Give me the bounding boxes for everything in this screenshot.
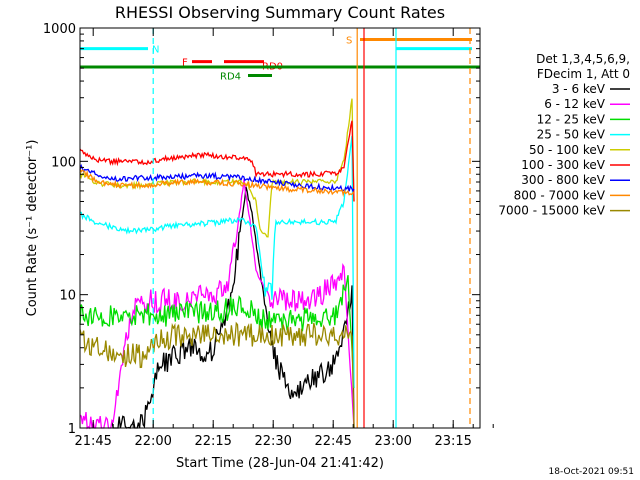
legend-header-line-2: FDecim 1, Att 0 bbox=[537, 67, 630, 81]
legend-label-3-6-kev: 3 - 6 keV bbox=[552, 82, 606, 96]
x-tick-label-23-15: 23:15 bbox=[434, 434, 471, 449]
footer-timestamp: 18-Oct-2021 09:51 bbox=[549, 467, 634, 477]
legend-label-25-50-kev: 25 - 50 keV bbox=[537, 128, 606, 142]
series-line-300-800-kev bbox=[79, 163, 355, 193]
series-line-800-7000-kev bbox=[79, 168, 354, 198]
flags-layer: NFRD0RD4S bbox=[80, 35, 480, 83]
series-line-6-12-kev bbox=[79, 179, 355, 430]
legend-label-6-12-kev: 6 - 12 keV bbox=[544, 97, 606, 111]
series-line-12-25-kev bbox=[79, 275, 355, 388]
legend-label-800-7000-kev: 800 - 7000 keV bbox=[514, 188, 606, 202]
legend-label-7000-15000-kev: 7000 - 15000 keV bbox=[498, 204, 605, 218]
flag-label-n: N bbox=[152, 45, 159, 56]
legend-label-50-100-kev: 50 - 100 keV bbox=[529, 143, 606, 157]
ticks-layer: 21:45 22:00 22:15 22:30 22:45 23:00 23:15 1 10 10… bbox=[43, 22, 494, 449]
y-tick-label-10: 10 bbox=[59, 289, 76, 304]
x-tick-label-21-45: 21:45 bbox=[74, 434, 111, 449]
legend-label-12-25-kev: 12 - 25 keV bbox=[537, 112, 606, 126]
series-layer bbox=[79, 98, 355, 430]
x-tick-label-23-00: 23:00 bbox=[374, 434, 411, 449]
chart-title: RHESSI Observing Summary Count Rates bbox=[115, 3, 445, 22]
x-tick-label-22-30: 22:30 bbox=[254, 434, 291, 449]
series-line-25-50-kev bbox=[80, 135, 355, 388]
y-tick-label-100: 100 bbox=[51, 155, 76, 170]
x-tick-label-22-45: 22:45 bbox=[314, 434, 351, 449]
x-tick-label-22-00: 22:00 bbox=[134, 434, 171, 449]
series-line-3-6-kev bbox=[111, 186, 355, 429]
legend: Det 1,3,4,5,6,9, FDecim 1, Att 0 3 - 6 k… bbox=[498, 52, 630, 218]
x-tick-label-22-15: 22:15 bbox=[194, 434, 231, 449]
vlines-layer bbox=[152, 28, 471, 428]
y-tick-label-1000: 1000 bbox=[43, 22, 76, 37]
plot-frame bbox=[79, 27, 481, 429]
legend-header-line-1: Det 1,3,4,5,6,9, bbox=[536, 52, 630, 66]
flag-label-f: F bbox=[182, 58, 188, 69]
y-axis-label: Count Rate (s⁻¹ detector⁻¹) bbox=[25, 140, 40, 317]
x-axis-label: Start Time (28-Jun-04 21:41:42) bbox=[176, 456, 384, 471]
legend-label-100-300-kev: 100 - 300 keV bbox=[521, 158, 605, 172]
series-line-50-100-kev bbox=[79, 98, 355, 238]
series-line-100-300-kev bbox=[79, 120, 355, 202]
flag-label-rd4: RD4 bbox=[220, 72, 241, 83]
legend-label-300-800-kev: 300 - 800 keV bbox=[521, 173, 605, 187]
series-line-7000-15000-kev bbox=[79, 321, 355, 429]
flag-label-s: S bbox=[346, 35, 352, 46]
y-tick-label-1: 1 bbox=[68, 422, 76, 437]
